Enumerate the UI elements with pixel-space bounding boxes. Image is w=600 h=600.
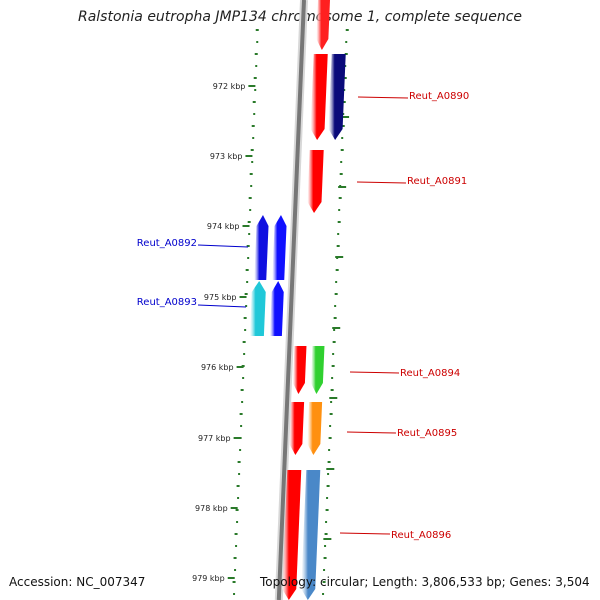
kbp-label: 976 kbp: [201, 363, 234, 372]
gene-label-g0891: Reut_A0891: [407, 176, 467, 187]
gene-arrow-g0894a: [292, 346, 307, 394]
kbp-label: 975 kbp: [204, 293, 237, 302]
gene-arrow-g0893a: [249, 281, 266, 336]
gene-arrow-g0896b: [301, 470, 321, 600]
backbone-line: [276, 0, 306, 600]
kbp-label: 973 kbp: [210, 152, 243, 161]
kbp-label: 978 kbp: [195, 504, 228, 513]
gene-label-line: [197, 244, 249, 248]
gene-arrow-g0895b: [307, 402, 323, 455]
gene-label-g0896a: Reut_A0896: [391, 530, 451, 541]
gene-label-line: [346, 431, 397, 434]
gene-label-line: [357, 96, 409, 99]
gene-arrow-g0895a: [289, 402, 305, 455]
kbp-label: 972 kbp: [213, 82, 246, 91]
gene-arrow-g0891: [307, 150, 324, 213]
gene-label-line: [356, 181, 407, 184]
genome-summary-text: Topology: circular; Length: 3,806,533 bp…: [260, 575, 590, 589]
kbp-label: 979 kbp: [192, 574, 225, 583]
gene-arrow-g0892a: [254, 215, 269, 280]
gene-label-line: [339, 532, 391, 535]
gene-label-g0894a: Reut_A0894: [400, 368, 460, 379]
gene-label-g0895a: Reut_A0895: [397, 428, 457, 439]
gene-arrow-g0892b: [272, 215, 287, 280]
gene-label-line: [349, 371, 400, 374]
gene-arrow-g0894b: [310, 346, 325, 394]
gene-arrow-g0896a: [282, 470, 302, 600]
gene-label-g0890a: Reut_A0890: [409, 91, 469, 102]
kbp-label: 977 kbp: [198, 434, 231, 443]
gene-label-g0893a: Reut_A0893: [137, 297, 197, 308]
gene-arrow-g0890a: [310, 54, 328, 140]
gene-label-line: [197, 304, 247, 308]
gene-arrow-g-top: [316, 0, 330, 50]
kbp-label: 974 kbp: [207, 222, 240, 231]
gene-arrow-g0890b: [328, 54, 346, 140]
accession-text: Accession: NC_007347: [9, 575, 146, 589]
gene-arrow-g0893b: [269, 281, 284, 336]
gene-label-g0892a: Reut_A0892: [137, 238, 197, 249]
